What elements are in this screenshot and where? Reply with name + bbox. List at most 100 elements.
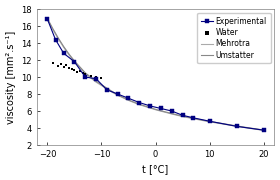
- Experimental: [262, 129, 265, 131]
- Mehrotra: [83, 73, 87, 75]
- Line: Mehrotra: Mehrotra: [47, 19, 264, 130]
- Umstatter: [132, 101, 136, 103]
- Umstatter: [165, 111, 168, 113]
- Umstatter: [51, 28, 55, 30]
- Mehrotra: [111, 91, 114, 93]
- Water: [94, 76, 98, 78]
- Mehrotra: [192, 118, 195, 120]
- Umstatter: [154, 108, 157, 110]
- Mehrotra: [46, 18, 49, 20]
- Water: [51, 62, 55, 65]
- Water: [59, 63, 63, 66]
- X-axis label: t [°C]: t [°C]: [143, 165, 169, 174]
- Mehrotra: [148, 107, 152, 109]
- Legend: Experimental, Water, Mehrotra, Umstatter: Experimental, Water, Mehrotra, Umstatter: [197, 13, 271, 63]
- Water: [61, 65, 66, 68]
- Mehrotra: [143, 105, 146, 107]
- Umstatter: [100, 84, 103, 86]
- Umstatter: [219, 122, 222, 124]
- Umstatter: [67, 53, 71, 55]
- Mehrotra: [116, 94, 119, 96]
- Mehrotra: [208, 121, 211, 123]
- Water: [72, 69, 77, 72]
- Mehrotra: [122, 97, 125, 99]
- Line: Umstatter: Umstatter: [47, 18, 264, 130]
- Mehrotra: [132, 102, 136, 104]
- Umstatter: [176, 114, 179, 116]
- Experimental: [235, 125, 238, 127]
- Experimental: [127, 97, 130, 99]
- Experimental: [54, 39, 57, 41]
- Umstatter: [78, 66, 81, 68]
- Mehrotra: [197, 119, 200, 121]
- Water: [64, 64, 69, 67]
- Umstatter: [262, 129, 265, 131]
- Umstatter: [197, 118, 200, 120]
- Umstatter: [89, 76, 92, 78]
- Water: [88, 75, 93, 78]
- Umstatter: [148, 107, 152, 109]
- Mehrotra: [138, 103, 141, 106]
- Mehrotra: [235, 125, 238, 127]
- Mehrotra: [62, 46, 65, 48]
- Mehrotra: [78, 67, 81, 69]
- Mehrotra: [262, 129, 265, 132]
- Experimental: [192, 117, 195, 119]
- Line: Experimental: Experimental: [46, 17, 265, 132]
- Experimental: [116, 93, 119, 95]
- Water: [75, 71, 79, 73]
- Umstatter: [73, 60, 76, 62]
- Mehrotra: [154, 109, 157, 111]
- Umstatter: [94, 80, 98, 82]
- Experimental: [94, 78, 98, 80]
- Mehrotra: [105, 88, 109, 90]
- Experimental: [83, 76, 87, 78]
- Mehrotra: [181, 116, 184, 118]
- Mehrotra: [127, 99, 130, 102]
- Mehrotra: [100, 84, 103, 87]
- Umstatter: [83, 72, 87, 74]
- Mehrotra: [170, 113, 173, 115]
- Water: [99, 77, 104, 80]
- Umstatter: [170, 112, 173, 115]
- Experimental: [46, 18, 49, 20]
- Umstatter: [202, 119, 206, 122]
- Mehrotra: [51, 28, 55, 31]
- Umstatter: [192, 117, 195, 119]
- Umstatter: [62, 45, 65, 48]
- Umstatter: [105, 87, 109, 89]
- Experimental: [208, 120, 211, 122]
- Umstatter: [208, 120, 211, 122]
- Water: [67, 66, 71, 69]
- Water: [83, 73, 87, 76]
- Experimental: [148, 105, 152, 107]
- Umstatter: [159, 110, 163, 112]
- Mehrotra: [176, 114, 179, 116]
- Umstatter: [46, 17, 49, 19]
- Umstatter: [181, 115, 184, 117]
- Mehrotra: [186, 117, 190, 119]
- Experimental: [159, 107, 163, 110]
- Experimental: [181, 114, 184, 116]
- Experimental: [105, 89, 109, 91]
- Water: [69, 67, 74, 70]
- Experimental: [62, 52, 65, 54]
- Mehrotra: [67, 54, 71, 56]
- Mehrotra: [159, 110, 163, 112]
- Mehrotra: [89, 77, 92, 79]
- Experimental: [73, 61, 76, 63]
- Umstatter: [122, 96, 125, 98]
- Mehrotra: [246, 127, 249, 129]
- Umstatter: [127, 99, 130, 101]
- Umstatter: [235, 125, 238, 127]
- Water: [80, 71, 85, 74]
- Mehrotra: [202, 120, 206, 122]
- Umstatter: [111, 90, 114, 93]
- Water: [78, 70, 82, 73]
- Mehrotra: [219, 123, 222, 125]
- Umstatter: [186, 116, 190, 118]
- Umstatter: [143, 105, 146, 107]
- Y-axis label: viscosity [mm².s⁻¹]: viscosity [mm².s⁻¹]: [6, 30, 16, 124]
- Experimental: [170, 110, 173, 112]
- Umstatter: [246, 127, 249, 129]
